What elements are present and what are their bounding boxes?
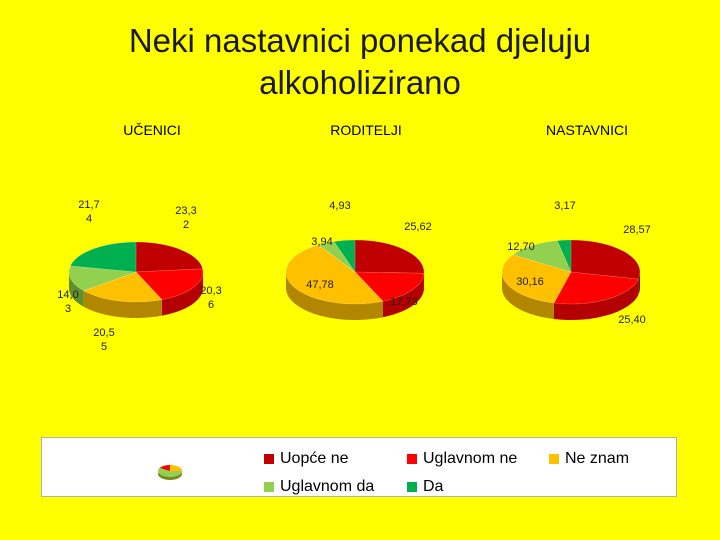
pie-side-wall [69,272,84,307]
pie-slice-da [69,241,137,273]
pie-slice-uop-e-ne [135,241,204,273]
legend-swatch [264,454,274,464]
pie-data-label: 20,3 [200,285,221,297]
pie-data-label: 6 [208,299,214,311]
pie-slice-uglavnom-ne [354,271,425,302]
pie-data-label: 21,7 [78,199,99,211]
pie-slice-da [333,239,356,273]
pie-data-label: 12,70 [507,241,535,253]
pie-title-roditelji: RODITELJI [330,122,402,138]
pie-data-label: 14,0 [57,289,78,301]
pie-data-label: 25,40 [618,314,646,326]
pie-side-wall [382,273,424,318]
pie-side-wall [161,272,203,316]
pie-side-wall [286,272,383,320]
title-line-2: alkoholizirano [259,64,461,101]
pie-nastavnici: 28,57 25,40 30,16 12,70 3,17 [501,200,651,326]
pie-slice-uop-e-ne [570,239,641,280]
pie-slice-ne-znam [83,271,163,303]
pie-slice-ne-znam [501,254,572,304]
legend-item-uglavnom-da: Uglavnom da [264,478,374,496]
pie-slice-uglavnom-ne [553,271,639,305]
legend-label: Da [423,478,444,495]
pie-učenici: 23,3 2 20,3 6 20,5 5 14,0 3 21,7 4 [57,199,221,353]
pie-data-label: 28,57 [623,224,651,236]
pie-side-wall [638,272,640,296]
pie-data-label: 3 [65,303,71,315]
legend-label: Uglavnom da [280,478,375,495]
pie-slice-da [556,239,572,273]
legend-swatch [264,482,274,492]
pie-chart-icon [158,465,182,480]
pie-data-label: 23,3 [175,205,196,217]
pie-title-nastavnici: NASTAVNICI [546,122,628,138]
pie-data-label: 4 [86,213,92,225]
legend-item-ne-znam: Ne znam [549,450,629,468]
pie-data-label: 25,62 [404,221,432,233]
legend-item-uopce-ne: Uopće ne [264,450,349,468]
legend: Uopće ne Uglavnom ne Ne znam Uglavnom da… [41,437,677,497]
legend-label: Ne znam [565,450,630,467]
legend-item-uglavnom-ne: Uglavnom ne [407,450,517,468]
pie-roditelji: 25,62 17,73 47,78 3,94 4,93 [285,200,432,320]
pie-data-label: 5 [101,341,107,353]
pie-slice-ne-znam [285,244,384,305]
pie-slice-uglavnom-da [512,240,572,273]
pie-side-wall [502,272,554,320]
legend-label: Uglavnom ne [423,450,518,467]
pie-slice-uglavnom-ne [135,268,204,300]
pie-title-ucenici: UČENICI [123,122,181,138]
pie-slice-uglavnom-da [317,241,356,273]
pie-data-label: 20,5 [93,327,114,339]
pie-data-label: 2 [183,219,189,231]
pie-data-label: 3,17 [554,200,575,212]
pie-slice-uglavnom-da [68,265,137,292]
pie-data-label: 3,94 [311,236,332,248]
pie-slice-uop-e-ne [354,239,425,274]
legend-item-da: Da [407,478,443,496]
legend-swatch [407,454,417,464]
pie-side-wall [553,279,639,320]
legend-label: Uopće ne [280,450,349,467]
title-line-1: Neki nastavnici ponekad djeluju [128,22,592,59]
pie-side-wall [83,290,162,318]
legend-swatch [407,482,417,492]
pie-data-label: 47,78 [306,279,334,291]
pie-data-label: 4,93 [329,200,350,212]
pie-data-label: 30,16 [516,276,544,288]
pie-data-label: 17,73 [390,296,418,308]
legend-swatch [549,454,559,464]
slide-title: Neki nastavnici ponekad djeluju alkoholi… [0,20,720,104]
pie-charts: 23,3 2 20,3 6 20,5 5 14,0 3 21,7 4 25,62 17,73 47,78… [57,199,651,353]
